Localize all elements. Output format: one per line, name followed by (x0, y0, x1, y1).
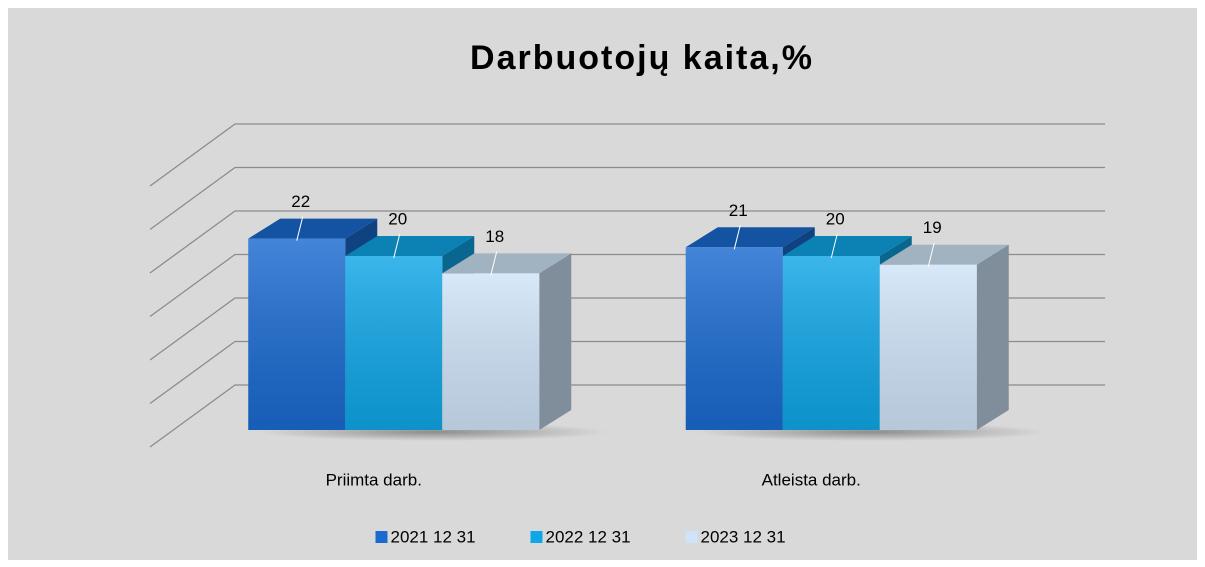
legend-label: 2022 12 31 (546, 527, 631, 546)
bar-side (976, 244, 1009, 430)
bar-top (879, 244, 1009, 265)
label-leader (393, 233, 401, 259)
bar-top (345, 236, 475, 256)
label-leader (830, 233, 838, 259)
data-label: 20 (388, 209, 407, 228)
legend-swatch (685, 531, 698, 543)
x-tick-label: Atleista darb. (762, 470, 861, 489)
bar-shade (345, 256, 443, 430)
bar-top (248, 218, 378, 239)
label-leader (927, 242, 935, 267)
data-label: 20 (826, 209, 845, 228)
data-label: 18 (485, 227, 504, 246)
bar-top (685, 227, 815, 248)
label-leader (733, 225, 741, 250)
bar-shade (442, 273, 540, 430)
bar-side (539, 253, 572, 430)
chart-title: Darbuotojų kaita,% (470, 39, 814, 77)
data-label: 22 (291, 192, 310, 211)
bar-shade (782, 256, 880, 430)
x-tick-label: Priimta darb. (326, 470, 422, 489)
legend-label: 2021 12 31 (391, 527, 476, 546)
bar-top (782, 236, 912, 256)
label-leader (296, 216, 304, 241)
bar-shade (685, 247, 783, 430)
label-leader (490, 251, 498, 276)
grid-line (149, 166, 1105, 231)
bar-shade (248, 238, 346, 430)
grid-line (149, 123, 1105, 187)
legend-label: 2023 12 31 (701, 527, 786, 546)
bar-shade (879, 264, 977, 430)
data-label: 21 (729, 201, 748, 220)
legend-swatch (375, 531, 388, 543)
grid-line (149, 210, 1105, 274)
data-label: 19 (923, 218, 942, 237)
chart-background (8, 8, 1197, 560)
bar-top (442, 253, 572, 274)
legend-swatch (530, 531, 543, 543)
